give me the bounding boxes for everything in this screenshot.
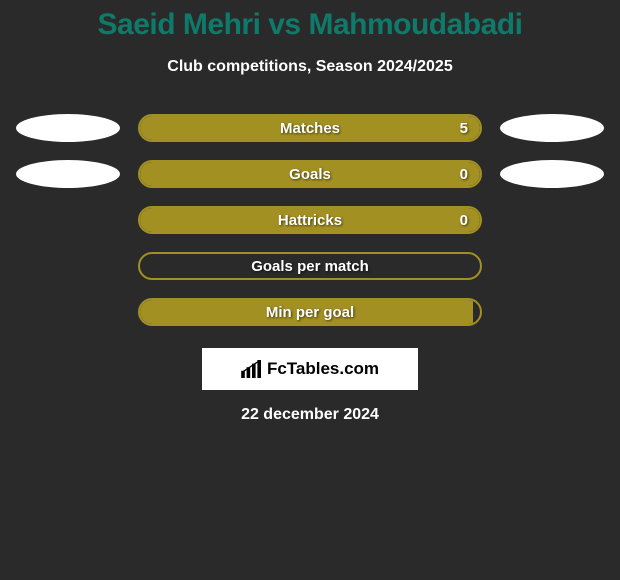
player-right-marker	[500, 114, 604, 142]
stat-row: Hattricks 0	[0, 206, 620, 234]
stat-label: Goals per match	[251, 258, 369, 275]
stat-label: Hattricks	[278, 212, 342, 229]
stat-bar: Goals 0	[138, 160, 482, 188]
subtitle: Club competitions, Season 2024/2025	[0, 58, 620, 76]
stat-bar: Matches 5	[138, 114, 482, 142]
stat-bar: Hattricks 0	[138, 206, 482, 234]
stat-row: Goals per match	[0, 252, 620, 280]
stat-value: 0	[460, 212, 468, 229]
player-left-marker	[16, 160, 120, 188]
stat-label: Goals	[289, 166, 331, 183]
date-text: 22 december 2024	[0, 406, 620, 424]
stats-rows: Matches 5 Goals 0 Hattricks 0 Goals per match M…	[0, 114, 620, 326]
stat-label: Min per goal	[266, 304, 354, 321]
stat-row: Matches 5	[0, 114, 620, 142]
player-left-marker	[16, 114, 120, 142]
brand-chart-icon	[241, 360, 263, 378]
stat-label: Matches	[280, 120, 340, 137]
brand-text: FcTables.com	[267, 359, 379, 379]
player-right-marker	[500, 160, 604, 188]
page-title: Saeid Mehri vs Mahmoudabadi	[0, 8, 620, 42]
brand-box[interactable]: FcTables.com	[202, 348, 418, 390]
stat-value: 5	[460, 120, 468, 137]
stat-bar: Min per goal	[138, 298, 482, 326]
stat-row: Min per goal	[0, 298, 620, 326]
stat-value: 0	[460, 166, 468, 183]
comparison-widget: Saeid Mehri vs Mahmoudabadi Club competi…	[0, 0, 620, 424]
stat-row: Goals 0	[0, 160, 620, 188]
stat-bar: Goals per match	[138, 252, 482, 280]
